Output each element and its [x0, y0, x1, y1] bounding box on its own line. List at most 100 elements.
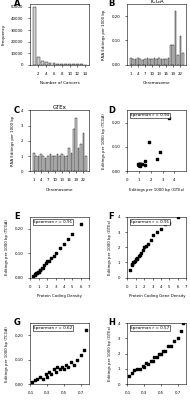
- Point: [167, 114, 170, 121]
- Point: [84, 327, 87, 334]
- Bar: [173, 45, 174, 65]
- Point: [155, 156, 158, 162]
- Point: [54, 250, 57, 256]
- Point: [147, 241, 150, 247]
- Text: Spearman r = 0.91: Spearman r = 0.91: [130, 220, 169, 224]
- Point: [136, 366, 139, 372]
- Text: D: D: [109, 106, 116, 114]
- Bar: [165, 59, 167, 65]
- Point: [69, 359, 72, 365]
- Point: [155, 354, 158, 360]
- Bar: [180, 36, 181, 65]
- X-axis label: Protein Coding Gene Density: Protein Coding Gene Density: [129, 294, 185, 298]
- Point: [33, 272, 36, 278]
- Title: TCGA: TCGA: [150, 0, 164, 4]
- Point: [36, 268, 40, 275]
- X-axis label: Chromosome: Chromosome: [143, 81, 171, 85]
- Bar: [177, 55, 179, 65]
- Point: [47, 257, 50, 264]
- Bar: [57, 154, 58, 171]
- Bar: [182, 53, 184, 65]
- Bar: [47, 156, 49, 171]
- Point: [139, 252, 142, 258]
- Point: [36, 376, 39, 382]
- Point: [44, 371, 47, 378]
- Point: [169, 343, 173, 349]
- Bar: [161, 59, 162, 65]
- Bar: [37, 57, 40, 65]
- Point: [133, 259, 136, 266]
- Point: [36, 270, 39, 276]
- Bar: [170, 45, 172, 65]
- Point: [41, 265, 44, 271]
- Point: [58, 366, 61, 373]
- Bar: [43, 156, 44, 171]
- Point: [130, 370, 133, 376]
- Point: [50, 371, 53, 378]
- Bar: [137, 58, 139, 65]
- Point: [50, 255, 53, 261]
- Bar: [59, 156, 61, 171]
- Point: [159, 226, 162, 232]
- Text: F: F: [109, 212, 114, 221]
- Point: [161, 347, 164, 354]
- Point: [141, 247, 144, 254]
- Point: [136, 161, 139, 167]
- Point: [144, 242, 147, 249]
- Bar: [154, 58, 155, 65]
- Point: [138, 162, 141, 168]
- Point: [63, 240, 66, 247]
- Point: [41, 376, 44, 382]
- Point: [159, 148, 162, 155]
- Point: [149, 358, 152, 364]
- X-axis label: Chromosome: Chromosome: [46, 188, 74, 192]
- Bar: [75, 118, 77, 171]
- Y-axis label: Editings per 1000 bp (TCGA): Editings per 1000 bp (TCGA): [5, 326, 9, 382]
- Y-axis label: RNA Editings per 1000 bp: RNA Editings per 1000 bp: [11, 116, 15, 166]
- Bar: [156, 59, 158, 65]
- Point: [164, 221, 167, 228]
- Point: [64, 361, 67, 368]
- Point: [52, 366, 55, 373]
- Point: [42, 262, 45, 269]
- Point: [134, 256, 137, 262]
- Point: [133, 258, 136, 264]
- Point: [138, 162, 141, 168]
- Point: [140, 161, 143, 167]
- Bar: [56, 64, 59, 65]
- Point: [139, 161, 142, 167]
- X-axis label: Protein Coding Density: Protein Coding Density: [37, 294, 82, 298]
- Point: [158, 350, 161, 357]
- Bar: [45, 62, 48, 65]
- Point: [34, 271, 37, 277]
- Point: [151, 232, 154, 238]
- Point: [52, 252, 55, 259]
- Point: [67, 236, 70, 242]
- Point: [139, 161, 142, 167]
- Bar: [45, 158, 47, 171]
- X-axis label: Editings per 1000 bp (GTEx): Editings per 1000 bp (GTEx): [129, 188, 184, 192]
- Bar: [139, 59, 141, 65]
- Point: [143, 364, 146, 370]
- Point: [147, 361, 150, 368]
- Point: [37, 268, 40, 275]
- Point: [147, 139, 150, 145]
- Text: Spearman r = 0.91: Spearman r = 0.91: [33, 220, 72, 224]
- Bar: [72, 64, 75, 65]
- Bar: [85, 156, 86, 171]
- Point: [71, 231, 74, 237]
- Point: [139, 161, 142, 167]
- Point: [138, 161, 141, 167]
- Point: [127, 373, 131, 380]
- Point: [136, 255, 139, 261]
- Point: [44, 260, 47, 266]
- Bar: [149, 59, 150, 65]
- Point: [159, 350, 162, 357]
- Point: [67, 364, 70, 370]
- Bar: [54, 156, 56, 171]
- Bar: [53, 64, 55, 65]
- Point: [138, 162, 141, 168]
- Text: B: B: [109, 0, 115, 8]
- Point: [130, 262, 133, 269]
- Point: [61, 364, 64, 370]
